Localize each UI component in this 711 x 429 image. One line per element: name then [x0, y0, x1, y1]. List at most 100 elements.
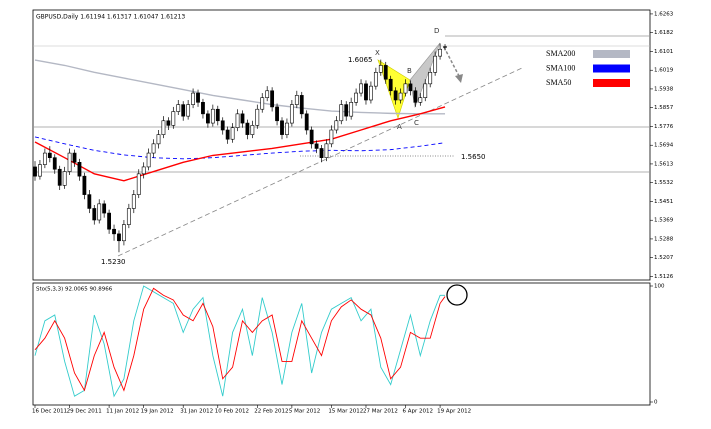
annotation: C — [414, 119, 419, 127]
candle-body — [67, 152, 72, 172]
legend-swatch — [593, 64, 630, 73]
candle-body — [438, 48, 442, 57]
candle-body — [324, 143, 329, 158]
candle-body — [161, 120, 166, 135]
annotation: 1.5650 — [461, 153, 486, 161]
x-tick-label: 15 Mar 2012 — [328, 409, 363, 415]
x-tick-label: 19 Jan 2012 — [141, 409, 174, 415]
candle-body — [240, 113, 245, 124]
highlight-circle — [446, 284, 468, 306]
y-tick-label: 1.5776 — [654, 124, 674, 130]
candle-body — [136, 173, 141, 195]
y-tick-label: 1.6263 — [654, 11, 674, 17]
candle-body — [398, 92, 403, 101]
candle-body — [408, 83, 413, 92]
sma-line — [34, 136, 446, 160]
chart-title: GBPUSD,Daily 1.61194 1.61317 1.61047 1.6… — [36, 14, 185, 21]
candle-body — [38, 164, 42, 177]
candle-body — [428, 72, 433, 85]
candle-body — [349, 102, 354, 117]
stochastic-line — [34, 285, 446, 398]
candle-body — [418, 97, 423, 103]
candle-body — [42, 152, 47, 165]
candle-body — [102, 203, 107, 214]
legend-swatch — [593, 79, 630, 87]
candle-body — [166, 120, 171, 126]
y-tick-label: 100 — [654, 284, 665, 290]
arrow-head — [455, 74, 463, 83]
candle-body — [107, 212, 112, 230]
candle-body — [314, 143, 319, 149]
candle-body — [275, 106, 279, 122]
y-tick-label: 1.5451 — [654, 199, 673, 205]
candle-body — [230, 127, 235, 140]
candle-body — [235, 113, 240, 128]
x-tick-label: 16 Dec 2011 — [32, 409, 67, 415]
candle-body — [265, 90, 270, 98]
candle-body — [339, 104, 344, 122]
y-tick-label: 1.5857 — [654, 105, 674, 111]
candle-body — [319, 148, 324, 158]
candle-body — [433, 55, 438, 73]
candle-body — [364, 83, 368, 101]
candle-body — [373, 72, 378, 87]
candle-body — [423, 83, 428, 98]
y-tick-label: 1.5288 — [654, 236, 674, 242]
candle-body — [329, 129, 334, 145]
candle-body — [57, 168, 62, 186]
candle-body — [92, 208, 97, 221]
projection-arrow — [443, 46, 460, 77]
stochastic-line — [34, 287, 446, 392]
y-tick-label: 1.5532 — [654, 180, 673, 186]
annotation: 1.6065 — [348, 56, 373, 64]
trend-line — [117, 67, 523, 257]
indicator-title: Sto(5,3,3) 92.0065 90.8966 — [36, 287, 113, 293]
candle-body — [260, 97, 265, 110]
candle-body — [359, 83, 363, 94]
x-tick-label: 31 Jan 2012 — [180, 409, 213, 415]
candle-body — [52, 157, 57, 170]
candle-body — [181, 104, 186, 117]
candle-body — [280, 120, 284, 135]
y-tick-label: 1.6182 — [654, 30, 673, 36]
candle-body — [176, 104, 181, 112]
candle-body — [285, 122, 289, 135]
candle-body — [131, 194, 136, 209]
candle-body — [196, 92, 200, 103]
candle-body — [383, 65, 388, 80]
candle-body — [225, 129, 230, 140]
candle-body — [77, 162, 82, 177]
candle-body — [250, 125, 255, 135]
candle-body — [47, 152, 52, 158]
candle-body — [354, 92, 359, 103]
candle-body — [206, 113, 210, 124]
legend-label: SMA50 — [546, 78, 571, 87]
legend-label: SMA100 — [546, 63, 575, 72]
candle-body — [304, 113, 309, 131]
y-tick-label: 1.6019 — [654, 68, 674, 74]
legend-swatch — [593, 50, 630, 58]
y-tick-label: 1.5207 — [654, 255, 674, 261]
annotation: B — [407, 67, 412, 75]
candle-body — [344, 104, 349, 117]
candle-body — [369, 85, 373, 101]
x-tick-label: 6 Apr 2012 — [403, 409, 434, 415]
x-tick-label: 10 Feb 2012 — [215, 409, 249, 415]
candle-body — [413, 90, 418, 103]
sma-line — [34, 106, 446, 182]
candle-body — [255, 108, 260, 126]
candle-body — [443, 46, 447, 48]
y-tick-label: 1.5938 — [654, 86, 674, 92]
candle-body — [191, 92, 195, 105]
candle-body — [156, 134, 161, 145]
y-tick-label: 0 — [654, 400, 658, 406]
sma-line — [34, 59, 446, 115]
candle-body — [151, 143, 156, 154]
x-tick-label: 5 Mar 2012 — [289, 409, 320, 415]
candle-body — [220, 120, 225, 131]
candle-body — [146, 152, 151, 168]
stochastic-panel — [32, 282, 651, 406]
pattern-bcd — [409, 42, 441, 109]
x-tick-label: 22 Feb 2012 — [254, 409, 288, 415]
